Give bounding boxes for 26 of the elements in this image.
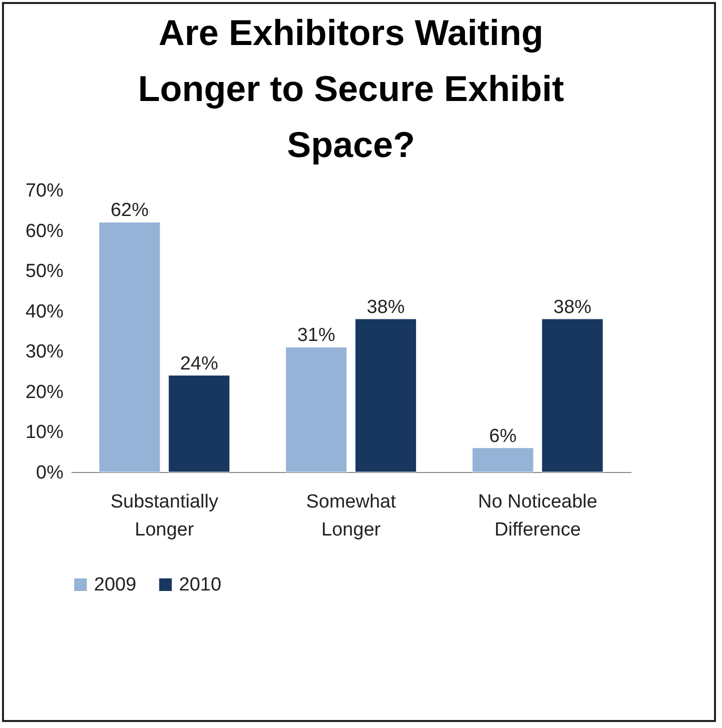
bar xyxy=(98,222,160,472)
bar xyxy=(285,346,348,472)
y-tick-label: 20% xyxy=(25,382,64,403)
data-label: 62% xyxy=(110,200,149,222)
data-label: 31% xyxy=(297,325,336,346)
data-label: 6% xyxy=(489,426,517,447)
x-tick-label: No Noticeable Difference xyxy=(478,492,598,540)
y-tick-label: 0% xyxy=(36,462,64,484)
data-label: 24% xyxy=(180,353,218,374)
bar xyxy=(168,375,230,472)
bar xyxy=(542,318,604,472)
y-tick-label: 50% xyxy=(25,261,64,282)
y-tick-label: 40% xyxy=(25,301,64,322)
x-tick-label: Somewhat Longer xyxy=(306,492,397,540)
bar xyxy=(472,448,534,472)
data-label: 38% xyxy=(366,296,405,318)
y-tick-label: 30% xyxy=(25,342,64,363)
chart-title: Are Exhibitors Waiting Longer to Secure Exhibit Space? xyxy=(138,12,564,165)
y-tick-label: 60% xyxy=(25,220,64,242)
x-tick-label: Substantially Longer xyxy=(110,492,219,540)
data-label: 38% xyxy=(553,296,592,318)
y-tick-label: 70% xyxy=(25,180,64,202)
bar xyxy=(354,318,417,472)
legend-label: 2009 xyxy=(94,574,136,596)
y-tick-label: 10% xyxy=(25,422,64,444)
legend-label: 2010 xyxy=(179,574,222,596)
